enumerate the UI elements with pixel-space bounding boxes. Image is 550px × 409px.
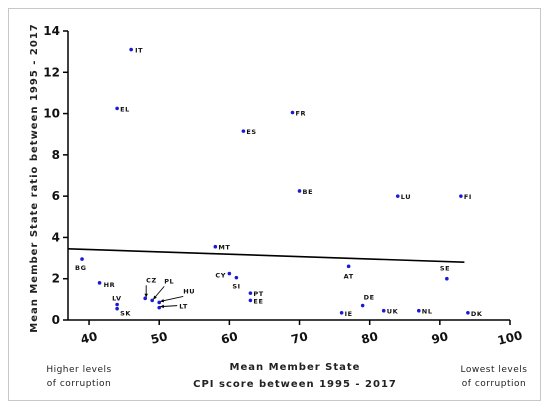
x-axis-label-line2: CPI score between 1995 - 2017 <box>193 379 397 390</box>
point-label-pl: PL <box>164 277 174 285</box>
point-label-nl: NL <box>422 308 433 316</box>
point-label-dk: DK <box>471 310 483 318</box>
data-point-el <box>115 106 119 111</box>
arrow-hu <box>160 296 184 302</box>
data-point-dk <box>466 310 470 315</box>
data-point-lv <box>115 302 119 307</box>
y-tick-label: 2 <box>52 272 60 286</box>
annotation-right-line1: Lowest levels <box>461 365 528 375</box>
point-label-lu: LU <box>401 193 411 201</box>
point-label-lt: LT <box>179 303 188 311</box>
point-label-de: DE <box>364 294 375 302</box>
point-label-fi: FI <box>464 193 472 201</box>
y-tick-label: 0 <box>52 313 60 327</box>
data-point-fi <box>459 194 463 198</box>
data-point-de <box>360 303 365 308</box>
data-point-uk <box>381 308 386 313</box>
data-point-at <box>346 264 351 269</box>
x-tick-label: 80 <box>360 329 380 347</box>
point-label-fr: FR <box>296 110 307 118</box>
arrowhead-pl <box>153 295 157 300</box>
chart-frame <box>8 8 541 401</box>
point-label-hr: HR <box>104 281 116 289</box>
trendline <box>67 247 465 263</box>
arrowhead-cz <box>144 293 148 298</box>
point-label-mt: MT <box>218 244 230 252</box>
data-point-se <box>445 276 449 281</box>
y-tick-label: 14 <box>43 24 60 38</box>
x-tick-label: 40 <box>79 329 99 347</box>
point-label-at: AT <box>344 272 354 280</box>
point-label-se: SE <box>440 265 450 273</box>
data-point-mt <box>213 244 218 249</box>
data-point-ee <box>248 298 253 303</box>
y-axis-label: Mean Member State ratio between 1995 - 2… <box>29 23 40 333</box>
y-tick-label: 4 <box>52 230 60 244</box>
point-label-it: IT <box>135 47 143 55</box>
data-point-it <box>129 47 133 52</box>
data-point-be <box>297 189 302 193</box>
y-tick-label: 12 <box>43 65 60 79</box>
point-label-cy: CY <box>215 272 226 280</box>
annotation-left-line1: Higher levels <box>46 365 111 375</box>
data-point-cy <box>227 271 232 276</box>
x-axis-label-line1: Mean Member State <box>230 362 361 373</box>
point-label-lv: LV <box>112 295 121 303</box>
data-point-si <box>234 275 239 280</box>
data-point-lt <box>157 305 162 310</box>
data-point-bg <box>80 257 84 261</box>
axes: 0 2 4 6 8 10 12 14 40 50 60 70 80 90 100 <box>43 24 524 348</box>
data-points: IT EL FR ES BE LU FI MT AT BG CY SI SE HR CZ PL HU LT LV SK… <box>75 47 483 318</box>
data-point-fr <box>290 110 295 115</box>
x-tick-label: 70 <box>290 329 310 347</box>
point-label-hu: HU <box>183 287 195 295</box>
data-point-es <box>241 129 246 133</box>
point-label-cz: CZ <box>146 276 157 284</box>
y-tick-label: 6 <box>52 189 60 203</box>
point-label-si: SI <box>232 283 240 291</box>
annotation-right-line2: of corruption <box>462 379 526 389</box>
data-point-cz <box>143 296 147 301</box>
x-tick-label: 60 <box>220 329 240 347</box>
data-point-pt <box>248 291 253 295</box>
y-tick-label: 10 <box>43 107 60 121</box>
point-label-uk: UK <box>387 308 399 316</box>
point-label-bg: BG <box>75 264 87 272</box>
point-label-es: ES <box>246 128 256 136</box>
annotation-left-line2: of corruption <box>47 379 111 389</box>
trendline-group <box>67 247 465 263</box>
x-tick-label: 100 <box>496 328 524 348</box>
data-point-hu <box>157 300 162 305</box>
data-point-hr <box>97 281 102 285</box>
x-tick-label: 50 <box>149 329 169 347</box>
x-tick-label: 90 <box>430 329 450 347</box>
point-label-ie: IE <box>345 310 353 318</box>
point-label-sk: SK <box>120 310 131 318</box>
data-point-pl <box>150 298 154 303</box>
point-label-el: EL <box>120 105 130 113</box>
data-point-nl <box>416 308 421 313</box>
data-point-sk <box>115 306 119 311</box>
data-point-lu <box>395 194 400 198</box>
label-arrows <box>144 285 184 309</box>
data-point-ie <box>339 310 344 315</box>
arrowhead-hu <box>160 298 165 303</box>
y-tick-label: 8 <box>52 148 60 162</box>
arrowhead-lt <box>160 304 164 309</box>
point-label-be: BE <box>303 188 314 196</box>
point-label-ee: EE <box>253 297 263 305</box>
point-label-pt: PT <box>253 290 263 298</box>
